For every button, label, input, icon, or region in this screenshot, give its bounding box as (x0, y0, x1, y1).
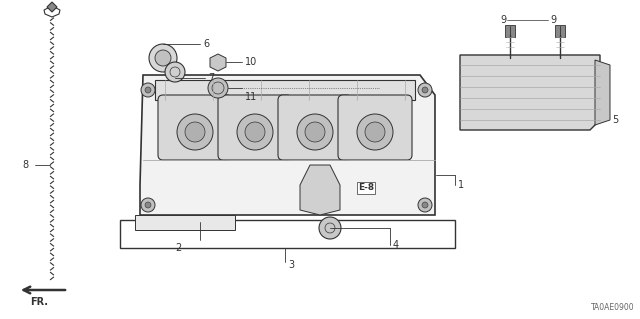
Text: 2: 2 (175, 243, 181, 253)
Polygon shape (47, 2, 57, 12)
Polygon shape (140, 75, 435, 215)
Bar (555, 25, 565, 37)
Text: TA0AE0900: TA0AE0900 (591, 303, 635, 312)
Circle shape (165, 62, 185, 82)
Circle shape (418, 83, 432, 97)
Circle shape (297, 114, 333, 150)
Circle shape (141, 198, 155, 212)
Circle shape (365, 122, 385, 142)
Text: 10: 10 (245, 57, 257, 67)
Circle shape (245, 122, 265, 142)
Text: 9: 9 (550, 15, 556, 25)
Bar (120, 220, 455, 248)
Polygon shape (595, 60, 610, 125)
Text: 7: 7 (208, 73, 214, 83)
Text: 9: 9 (500, 15, 506, 25)
FancyBboxPatch shape (278, 95, 352, 160)
Circle shape (145, 202, 151, 208)
Polygon shape (210, 54, 226, 71)
Circle shape (305, 122, 325, 142)
Circle shape (141, 83, 155, 97)
Circle shape (149, 44, 177, 72)
FancyBboxPatch shape (338, 95, 412, 160)
Text: 1: 1 (458, 180, 464, 190)
Circle shape (319, 217, 341, 239)
Circle shape (177, 114, 213, 150)
Circle shape (422, 87, 428, 93)
Bar (135, 215, 235, 230)
Polygon shape (300, 165, 340, 215)
Text: 6: 6 (203, 39, 209, 49)
Circle shape (357, 114, 393, 150)
Circle shape (237, 114, 273, 150)
Bar (505, 25, 515, 37)
Circle shape (145, 87, 151, 93)
FancyBboxPatch shape (218, 95, 292, 160)
Polygon shape (155, 80, 415, 100)
Circle shape (422, 202, 428, 208)
Text: E-8: E-8 (358, 183, 374, 192)
Circle shape (185, 122, 205, 142)
Text: 4: 4 (393, 240, 399, 250)
Circle shape (208, 78, 228, 98)
Text: 3: 3 (288, 260, 294, 270)
Polygon shape (460, 55, 600, 130)
Circle shape (418, 198, 432, 212)
FancyBboxPatch shape (158, 95, 232, 160)
Text: FR.: FR. (30, 297, 48, 307)
Text: 11: 11 (245, 92, 257, 102)
Circle shape (155, 50, 171, 66)
Text: 8: 8 (22, 160, 28, 170)
Text: 5: 5 (612, 115, 618, 125)
